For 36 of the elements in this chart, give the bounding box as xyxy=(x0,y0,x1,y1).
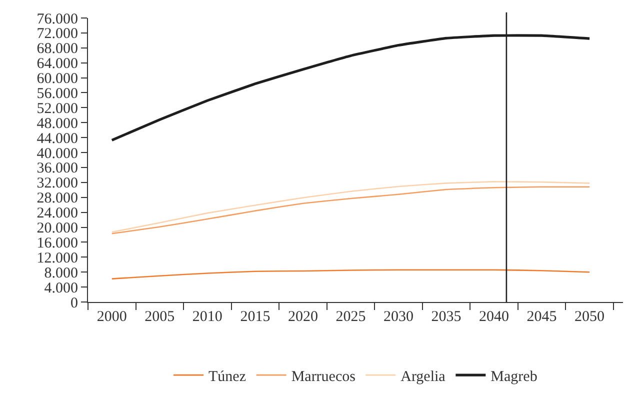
legend-label: Túnez xyxy=(208,368,246,385)
y-tick-label: 4.000 xyxy=(44,280,78,296)
y-tick-label: 32.000 xyxy=(36,176,78,192)
x-tick-label: 2035 xyxy=(431,309,462,325)
x-tick-label: 2040 xyxy=(479,309,510,325)
x-tick-label: 2020 xyxy=(288,309,318,325)
legend-label: Argelia xyxy=(400,368,446,385)
x-tick-label: 2005 xyxy=(144,309,175,325)
y-tick-label: 44.000 xyxy=(36,130,78,147)
legend-label: Marruecos xyxy=(291,368,356,385)
y-tick-label: 40.000 xyxy=(36,146,78,162)
y-tick-label: 76.000 xyxy=(36,11,78,28)
y-tick-label: 56.000 xyxy=(36,86,78,102)
y-tick-label: 28.000 xyxy=(36,190,78,207)
x-tick-label: 2045 xyxy=(526,309,557,325)
y-tick-label: 60.000 xyxy=(36,71,78,88)
y-tick-label: 52.000 xyxy=(36,100,78,117)
x-tick-label: 2015 xyxy=(240,309,270,325)
y-tick-label: 64.000 xyxy=(36,56,78,72)
x-tick-label: 2025 xyxy=(336,309,366,325)
y-tick-label: 0 xyxy=(70,295,78,312)
x-tick-label: 2030 xyxy=(383,309,414,325)
legend-label: Magreb xyxy=(490,368,538,385)
y-tick-label: 16.000 xyxy=(36,235,78,252)
y-tick-label: 36.000 xyxy=(36,160,78,177)
y-tick-label: 48.000 xyxy=(36,116,78,132)
y-tick-label: 8.000 xyxy=(44,265,78,282)
y-tick-label: 12.000 xyxy=(36,250,78,266)
line-series xyxy=(111,269,590,280)
x-tick-label: 2000 xyxy=(96,309,127,325)
y-tick-label: 20.000 xyxy=(36,220,78,237)
x-tick-label: 2050 xyxy=(574,309,605,325)
y-tick-label: 24.000 xyxy=(36,206,78,222)
y-tick-label: 68.000 xyxy=(36,41,78,58)
x-tick-label: 2010 xyxy=(192,309,222,325)
y-tick-label: 72.000 xyxy=(36,26,78,42)
